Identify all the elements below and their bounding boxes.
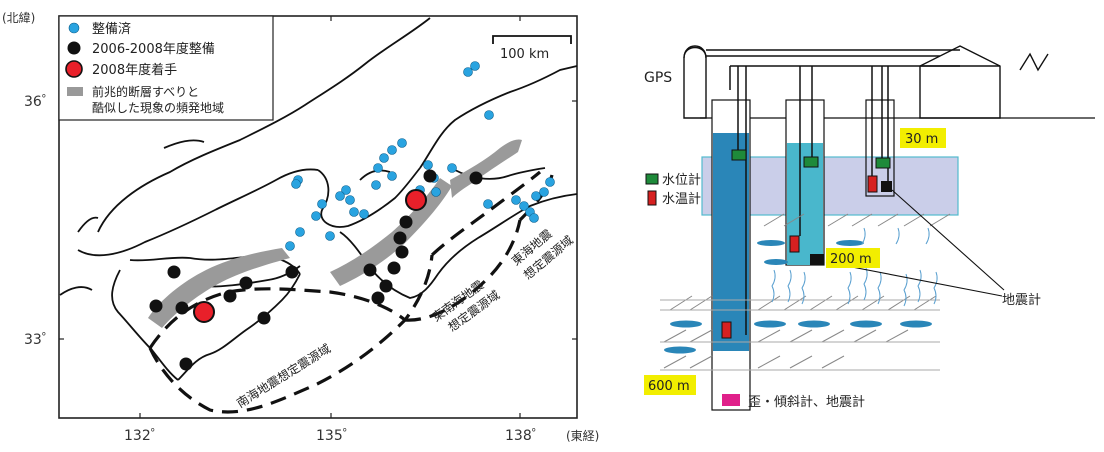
- water-level-gauge-600m: [731, 149, 747, 161]
- borehole-diagram: GPS: [644, 45, 1095, 411]
- geological-strata: [660, 213, 951, 371]
- lat-axis-label: (北緯): [2, 10, 35, 25]
- legend-marker-2006-2008: [67, 41, 81, 55]
- well-legend: 水位計 水温計: [645, 172, 701, 207]
- japan-coastline: [59, 17, 578, 381]
- sensors: [721, 149, 892, 406]
- scale-bar-label: 100 km: [500, 47, 549, 62]
- observation-map: (北緯) 36゜ 33゜ 132゜ 135゜ 138゜ (東経): [2, 10, 599, 444]
- gps-antenna: GPS: [644, 45, 707, 119]
- legend-thermometer-label: 水温計: [662, 191, 701, 207]
- lon-axis-label: (東経): [566, 429, 599, 443]
- strata-fractures: [771, 227, 938, 307]
- depth-label-200m: 200 m: [830, 252, 872, 267]
- lon-tick-132: 132゜: [124, 428, 165, 444]
- legend-water-level-label: 水位計: [662, 172, 701, 188]
- map-scale-bar: 100 km: [492, 35, 572, 62]
- legend-label-2008: 2008年度着手: [92, 62, 177, 78]
- legend-label-2006-2008: 2006-2008年度整備: [92, 41, 215, 57]
- strata-hatching: [660, 213, 951, 371]
- water-level-gauge-30m: [875, 157, 891, 169]
- legend-label-slip-zone-2: 酷似した現象の頻発地域: [92, 101, 224, 115]
- overhead-cable: [706, 49, 960, 57]
- map-legend-box: [58, 15, 274, 121]
- lat-tick-36: 36゜: [24, 94, 56, 110]
- legend-thermometer-swatch: [647, 190, 657, 206]
- lon-tick-138: 138゜: [505, 428, 546, 444]
- lon-tick-135: 135゜: [316, 428, 357, 444]
- thermometer-30m: [867, 175, 878, 193]
- strain-tilt-meter: [722, 394, 740, 406]
- seismometer-30m: [881, 181, 892, 192]
- observation-house: [919, 45, 1049, 119]
- legend-label-slip-zone-1: 前兆的断層すべりと: [92, 84, 199, 99]
- depth-label-600m: 600 m: [648, 379, 690, 394]
- gps-label: GPS: [644, 70, 672, 86]
- depth-label-200m-box: [826, 248, 880, 268]
- legend-marker-2008: [65, 60, 83, 78]
- water-level-gauge-200m: [803, 156, 819, 168]
- stations-2008: [193, 189, 427, 323]
- map-legend: 整備済 2006-2008年度整備 2008年度着手 前兆的断層すべりと 酷似し…: [58, 15, 274, 121]
- legend-water-level-swatch: [645, 173, 659, 185]
- legend-marker-slip-zone: [67, 87, 83, 96]
- stations-completed: [285, 61, 555, 251]
- depth-label-600m-box: [644, 375, 696, 395]
- depth-label-30m-box: [900, 128, 946, 148]
- lat-tick-33: 33゜: [24, 332, 56, 348]
- legend-marker-completed: [68, 22, 80, 34]
- well-600m-fill: [713, 133, 749, 351]
- thermometer-200m: [789, 235, 800, 253]
- thermometer-600m: [721, 321, 732, 339]
- well-30m-casing: [865, 99, 895, 197]
- stations-2006-2008: [149, 169, 483, 371]
- strain-tilt-label: 歪・傾斜計、地震計: [748, 394, 865, 410]
- seismometer-label: 地震計: [1002, 292, 1041, 308]
- well-cables: [729, 65, 960, 335]
- legend-label-completed: 整備済: [92, 21, 131, 37]
- depth-label-30m: 30 m: [905, 132, 938, 147]
- seismometer-200m: [810, 254, 824, 265]
